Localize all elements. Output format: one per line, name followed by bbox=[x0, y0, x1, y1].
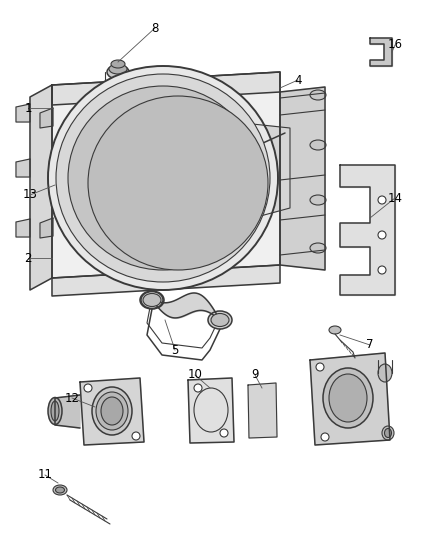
Ellipse shape bbox=[258, 405, 266, 415]
Circle shape bbox=[132, 432, 140, 440]
Text: 5: 5 bbox=[171, 343, 179, 357]
Ellipse shape bbox=[329, 326, 341, 334]
Polygon shape bbox=[55, 395, 80, 428]
Text: 7: 7 bbox=[366, 338, 374, 351]
Polygon shape bbox=[188, 378, 234, 443]
Ellipse shape bbox=[111, 60, 125, 68]
Ellipse shape bbox=[255, 400, 269, 420]
Ellipse shape bbox=[310, 90, 326, 100]
Ellipse shape bbox=[101, 397, 123, 425]
Ellipse shape bbox=[310, 243, 326, 253]
Text: 10: 10 bbox=[187, 368, 202, 382]
Ellipse shape bbox=[88, 96, 268, 270]
Ellipse shape bbox=[109, 64, 127, 74]
Text: 12: 12 bbox=[64, 392, 80, 405]
Ellipse shape bbox=[378, 364, 392, 382]
Ellipse shape bbox=[310, 195, 326, 205]
Polygon shape bbox=[52, 72, 280, 278]
Ellipse shape bbox=[382, 426, 394, 440]
Ellipse shape bbox=[53, 485, 67, 495]
Ellipse shape bbox=[56, 487, 64, 493]
Polygon shape bbox=[218, 123, 290, 223]
Polygon shape bbox=[40, 218, 53, 238]
Ellipse shape bbox=[51, 401, 59, 421]
Polygon shape bbox=[80, 378, 144, 445]
Text: 8: 8 bbox=[151, 21, 159, 35]
Circle shape bbox=[378, 266, 386, 274]
Ellipse shape bbox=[107, 65, 129, 79]
Ellipse shape bbox=[385, 429, 392, 438]
Text: 2: 2 bbox=[24, 252, 32, 264]
Text: 9: 9 bbox=[251, 368, 259, 382]
Ellipse shape bbox=[48, 66, 278, 290]
Text: 4: 4 bbox=[294, 74, 302, 86]
Polygon shape bbox=[16, 219, 30, 237]
Polygon shape bbox=[40, 108, 53, 128]
Polygon shape bbox=[248, 383, 277, 438]
Text: 11: 11 bbox=[38, 469, 53, 481]
Ellipse shape bbox=[251, 396, 273, 424]
Ellipse shape bbox=[329, 374, 367, 422]
Circle shape bbox=[84, 384, 92, 392]
Polygon shape bbox=[370, 38, 392, 66]
Polygon shape bbox=[310, 353, 390, 445]
Ellipse shape bbox=[48, 398, 62, 424]
Text: 14: 14 bbox=[388, 191, 403, 205]
Circle shape bbox=[378, 231, 386, 239]
Circle shape bbox=[194, 384, 202, 392]
Ellipse shape bbox=[56, 74, 270, 282]
Circle shape bbox=[321, 433, 329, 441]
Ellipse shape bbox=[96, 392, 128, 430]
Ellipse shape bbox=[211, 313, 229, 327]
Ellipse shape bbox=[92, 387, 132, 435]
Ellipse shape bbox=[140, 291, 164, 309]
Polygon shape bbox=[52, 265, 280, 296]
Circle shape bbox=[220, 429, 228, 437]
Circle shape bbox=[316, 363, 324, 371]
Ellipse shape bbox=[208, 311, 232, 329]
Polygon shape bbox=[52, 72, 280, 105]
Text: 1: 1 bbox=[24, 101, 32, 115]
Text: 16: 16 bbox=[388, 38, 403, 52]
Ellipse shape bbox=[323, 368, 373, 428]
Text: 13: 13 bbox=[23, 189, 37, 201]
Ellipse shape bbox=[68, 86, 258, 270]
Polygon shape bbox=[340, 165, 395, 295]
Ellipse shape bbox=[143, 294, 161, 306]
Ellipse shape bbox=[310, 140, 326, 150]
Polygon shape bbox=[30, 85, 52, 290]
Circle shape bbox=[378, 196, 386, 204]
Polygon shape bbox=[16, 104, 30, 122]
Polygon shape bbox=[16, 159, 30, 177]
Polygon shape bbox=[280, 87, 325, 270]
